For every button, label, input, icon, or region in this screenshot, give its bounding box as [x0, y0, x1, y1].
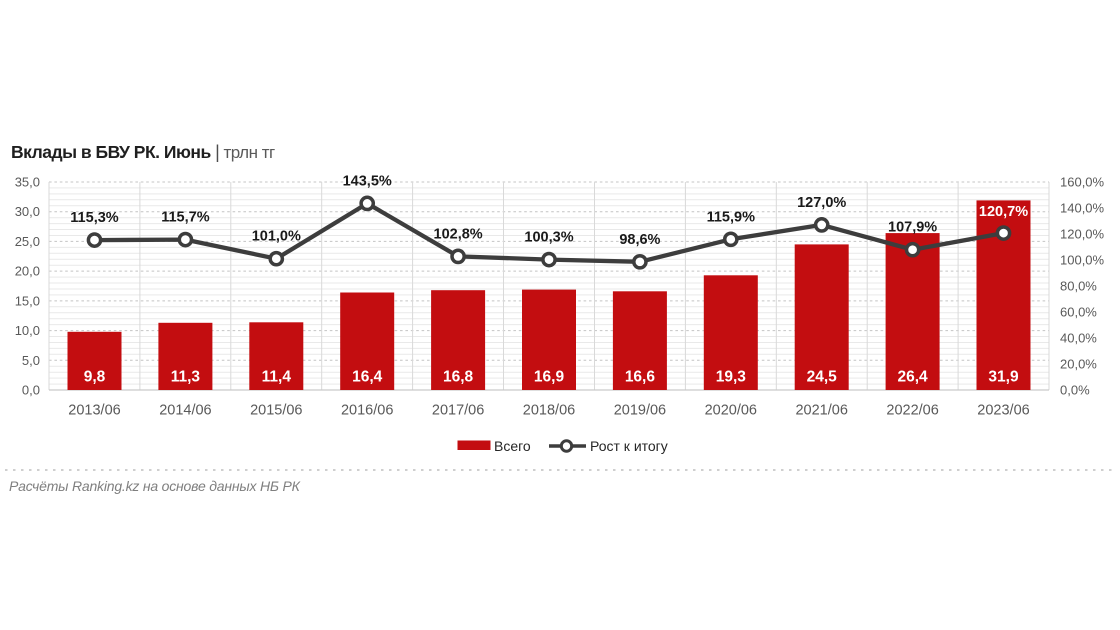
svg-text:100,0%: 100,0% [1060, 253, 1105, 268]
svg-text:120,7%: 120,7% [979, 204, 1028, 220]
svg-text:5,0: 5,0 [22, 353, 40, 368]
svg-text:2023/06: 2023/06 [977, 403, 1029, 419]
svg-text:60,0%: 60,0% [1060, 305, 1097, 320]
svg-text:2014/06: 2014/06 [159, 403, 211, 419]
svg-text:2022/06: 2022/06 [886, 403, 938, 419]
svg-text:2013/06: 2013/06 [68, 403, 120, 419]
svg-text:115,7%: 115,7% [161, 210, 209, 226]
svg-text:Вклады в БВУ РК. Июнь | трлн т: Вклады в БВУ РК. Июнь | трлн тг [11, 142, 275, 162]
svg-text:2020/06: 2020/06 [705, 403, 757, 419]
svg-text:25,0: 25,0 [15, 234, 40, 249]
svg-text:101,0%: 101,0% [252, 229, 301, 245]
svg-text:26,4: 26,4 [898, 369, 929, 386]
svg-text:30,0: 30,0 [15, 204, 40, 219]
svg-text:11,3: 11,3 [171, 369, 201, 386]
svg-text:160,0%: 160,0% [1060, 175, 1105, 190]
svg-text:2015/06: 2015/06 [250, 403, 302, 419]
svg-text:16,6: 16,6 [625, 369, 656, 386]
svg-text:0,0%: 0,0% [1060, 383, 1090, 398]
svg-text:115,3%: 115,3% [70, 210, 118, 226]
svg-text:100,3%: 100,3% [524, 230, 573, 246]
svg-text:127,0%: 127,0% [797, 195, 846, 211]
svg-text:2021/06: 2021/06 [795, 403, 847, 419]
svg-text:19,3: 19,3 [716, 369, 747, 386]
svg-text:143,5%: 143,5% [343, 173, 392, 189]
svg-text:15,0: 15,0 [15, 293, 40, 308]
svg-text:11,4: 11,4 [262, 369, 292, 386]
svg-text:140,0%: 140,0% [1060, 201, 1105, 216]
svg-text:10,0: 10,0 [15, 323, 40, 338]
svg-text:Рост к итогу: Рост к итогу [590, 438, 668, 454]
svg-text:120,0%: 120,0% [1060, 227, 1105, 242]
svg-text:16,4: 16,4 [352, 369, 383, 386]
svg-text:0,0: 0,0 [22, 383, 40, 398]
svg-text:24,5: 24,5 [807, 369, 838, 386]
svg-text:107,9%: 107,9% [888, 220, 937, 236]
svg-text:2017/06: 2017/06 [432, 403, 484, 419]
svg-text:31,9: 31,9 [988, 369, 1019, 386]
svg-text:35,0: 35,0 [15, 175, 40, 190]
svg-text:20,0%: 20,0% [1060, 357, 1097, 372]
svg-text:Расчёты Ranking.kz на основе д: Расчёты Ranking.kz на основе данных НБ Р… [9, 478, 301, 494]
svg-text:2019/06: 2019/06 [614, 403, 666, 419]
svg-text:40,0%: 40,0% [1060, 331, 1097, 346]
svg-text:9,8: 9,8 [84, 369, 106, 386]
svg-text:2016/06: 2016/06 [341, 403, 393, 419]
svg-text:80,0%: 80,0% [1060, 279, 1097, 294]
svg-text:102,8%: 102,8% [434, 226, 483, 242]
svg-text:98,6%: 98,6% [619, 232, 660, 248]
svg-text:Всего: Всего [494, 438, 531, 454]
svg-text:16,9: 16,9 [534, 369, 565, 386]
svg-text:2018/06: 2018/06 [523, 403, 575, 419]
svg-text:16,8: 16,8 [443, 369, 474, 386]
svg-text:20,0: 20,0 [15, 264, 40, 279]
svg-text:115,9%: 115,9% [707, 209, 755, 225]
